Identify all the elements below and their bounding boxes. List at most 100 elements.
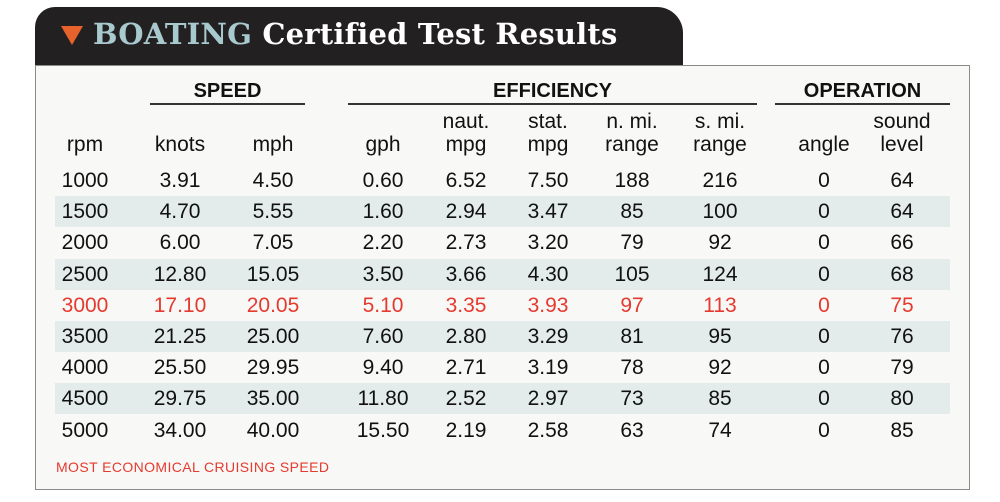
table-cell: 85 xyxy=(890,418,914,442)
title-rest: Certified Test Results xyxy=(262,17,618,51)
table-cell: 76 xyxy=(890,325,914,348)
table-cell: 4500 xyxy=(61,387,109,411)
table-cell: 2.58 xyxy=(527,418,569,442)
table-cell: 113 xyxy=(703,293,737,317)
group-operation-rule xyxy=(775,103,950,105)
column-header-line2: mph xyxy=(252,133,294,156)
page-title: BOATING Certified Test Results xyxy=(93,17,618,51)
column-header: naut. mpg xyxy=(426,110,506,156)
table-cell: 85 xyxy=(708,387,732,411)
column-header-line1 xyxy=(135,110,225,133)
table-cell: 3.20 xyxy=(527,231,569,255)
group-efficiency: EFFICIENCY xyxy=(493,80,612,102)
table-cell: 3.47 xyxy=(527,200,569,224)
column-header-line2: mpg xyxy=(527,133,569,156)
table-cell: 79 xyxy=(890,356,914,380)
table-cell: 25.00 xyxy=(246,325,300,348)
column-header-line2: level xyxy=(880,133,924,156)
table-cell: 75 xyxy=(890,293,914,317)
table-row: 2000 6.00 7.05 2.20 2.73 3.20 79 92 0 66 xyxy=(55,227,950,258)
table-cell: 4.30 xyxy=(527,262,569,286)
table-cell: 3.50 xyxy=(362,262,404,286)
column-header: rpm xyxy=(45,110,125,156)
table-row: 2500 12.80 15.05 3.50 3.66 4.30 105 124 0 68 xyxy=(55,258,950,290)
table-cell: 97 xyxy=(620,293,644,317)
column-header-line1 xyxy=(45,110,125,133)
table-cell: 105 xyxy=(614,262,650,286)
table-cell: 0.60 xyxy=(362,169,404,192)
table-cell: 0 xyxy=(818,325,830,348)
triangle-down-icon xyxy=(61,25,83,45)
table-cell: 2.73 xyxy=(445,231,487,255)
table-cell: 6.52 xyxy=(445,169,487,192)
column-header-line2: angle xyxy=(798,133,850,156)
table-cell: 6.00 xyxy=(159,231,201,255)
column-header-line2: range xyxy=(605,133,659,156)
table-cell: 7.05 xyxy=(252,231,294,255)
table-cell: 216 xyxy=(702,169,738,192)
column-header: gph xyxy=(343,110,423,156)
table-cell: 11.80 xyxy=(357,387,409,411)
table-cell: 35.00 xyxy=(246,387,300,411)
table-cell: 5.10 xyxy=(362,293,404,317)
table-cell: 29.95 xyxy=(246,356,300,380)
table-cell: 1000 xyxy=(61,169,109,192)
column-header: mph xyxy=(228,110,318,156)
table-cell: 81 xyxy=(620,325,644,348)
table-cell: 73 xyxy=(620,387,644,411)
table-cell: 124 xyxy=(702,262,738,286)
table-cell: 0 xyxy=(818,169,830,192)
group-speed-rule xyxy=(150,103,305,105)
table-cell: 2.19 xyxy=(445,418,487,442)
table-cell: 80 xyxy=(890,387,914,411)
column-header-line2: rpm xyxy=(66,133,104,156)
table-cell: 34.00 xyxy=(153,418,207,442)
table-cell: 2.97 xyxy=(527,387,569,411)
table-cell: 100 xyxy=(702,200,738,224)
table-cell: 85 xyxy=(620,200,644,224)
title-tab: BOATING Certified Test Results xyxy=(35,7,683,75)
column-header-line1 xyxy=(228,110,318,133)
table-cell: 0 xyxy=(818,418,830,442)
table-cell: 4000 xyxy=(61,356,109,380)
table-cell: 0 xyxy=(818,200,830,224)
table-cell: 92 xyxy=(708,231,732,255)
table-cell: 3.66 xyxy=(445,262,487,286)
column-header: sound level xyxy=(862,110,942,156)
table-cell: 20.05 xyxy=(246,293,300,317)
column-header-line1: stat. xyxy=(528,110,568,133)
table-cell: 5.55 xyxy=(252,200,294,224)
title-bar: BOATING Certified Test Results xyxy=(61,17,618,51)
table-row: 1000 3.91 4.50 0.60 6.52 7.50 188 216 0 64 xyxy=(55,165,950,196)
column-header-line2: range xyxy=(693,133,747,156)
table-cell: 3500 xyxy=(61,325,109,348)
column-header-line1: n. mi. xyxy=(606,110,658,133)
table-cell: 2.94 xyxy=(445,200,487,224)
table-cell: 1500 xyxy=(61,200,109,224)
table-cell: 40.00 xyxy=(246,418,300,442)
table-cell: 12.80 xyxy=(153,262,207,286)
table-cell: 0 xyxy=(818,387,830,411)
column-header-line1: naut. xyxy=(442,110,490,133)
column-header-line1 xyxy=(784,110,864,133)
table-cell: 0 xyxy=(818,262,830,286)
title-prefix: BOATING xyxy=(93,17,253,51)
table-cell: 2.80 xyxy=(445,325,487,348)
table-cell: 0 xyxy=(818,293,830,317)
table-cell: 3.35 xyxy=(445,293,487,317)
table-cell: 4.70 xyxy=(159,200,201,224)
column-header: s. mi. range xyxy=(675,110,765,156)
footnote: MOST ECONOMICAL CRUISING SPEED xyxy=(56,459,330,475)
table-cell: 3.29 xyxy=(527,325,569,348)
table-cell: 15.50 xyxy=(356,418,410,442)
table-cell: 25.50 xyxy=(153,356,207,380)
column-header-line1: sound xyxy=(873,110,931,133)
table-cell: 95 xyxy=(708,325,732,348)
column-header: angle xyxy=(784,110,864,156)
table-cell: 68 xyxy=(890,262,914,286)
table-cell: 5000 xyxy=(61,418,109,442)
table-cell: 3.19 xyxy=(527,356,569,380)
table-cell: 2.52 xyxy=(445,387,487,411)
table-cell: 78 xyxy=(620,356,644,380)
table-cell: 7.60 xyxy=(362,325,404,348)
